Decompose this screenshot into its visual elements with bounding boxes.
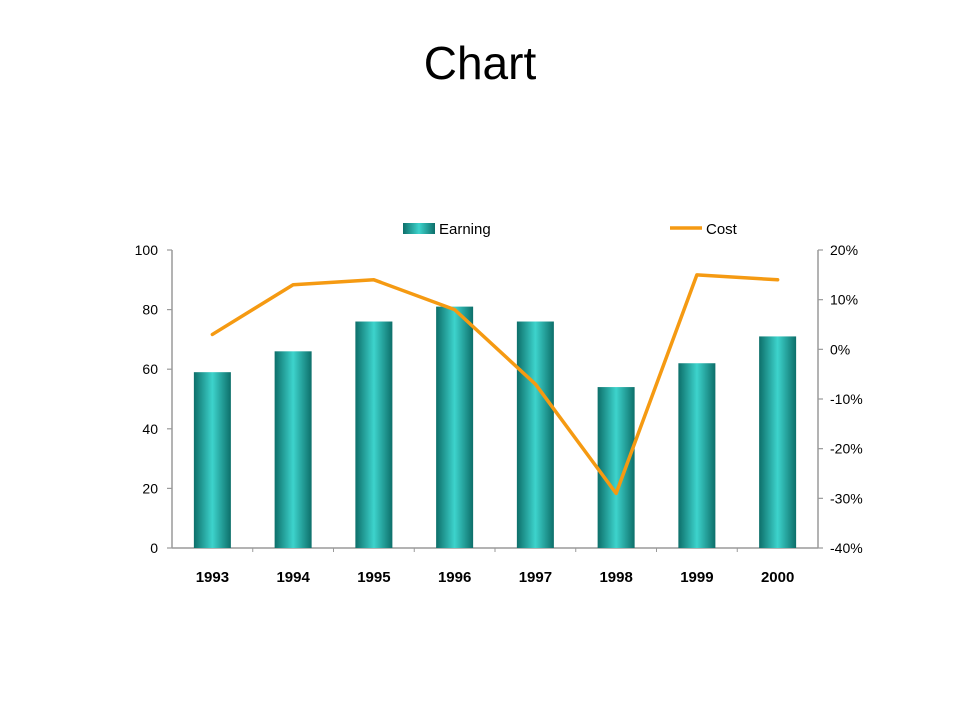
axes: 0 20 40 60 80 100 -40% -30% -20% -10% 0% 10% 20% 1993… xyxy=(135,242,863,586)
y-left-tick-label: 100 xyxy=(135,242,159,258)
x-tick-label: 1998 xyxy=(599,569,632,586)
bar-1993 xyxy=(193,372,231,548)
y-right-tick-label: -10% xyxy=(830,391,863,407)
bar-1996 xyxy=(436,306,474,548)
x-tick-label: 2000 xyxy=(761,569,794,586)
legend-label-cost: Cost xyxy=(706,221,738,238)
x-tick-label: 1997 xyxy=(519,569,552,586)
bar-1998 xyxy=(597,387,635,548)
legend-swatch-earning xyxy=(403,223,435,234)
bar-1995 xyxy=(355,321,393,548)
y-right-tick-label: -30% xyxy=(830,490,863,506)
bar-2000 xyxy=(759,336,797,548)
bar-1994 xyxy=(274,351,312,548)
y-right-tick-label: 0% xyxy=(830,341,850,357)
bar-1999 xyxy=(678,363,716,548)
x-tick-label: 1993 xyxy=(196,569,229,586)
bar-1997 xyxy=(516,321,554,548)
y-right-tick-label: -40% xyxy=(830,540,863,556)
x-tick-label: 1995 xyxy=(357,569,390,586)
x-tick-label: 1999 xyxy=(680,569,713,586)
line-series-cost xyxy=(210,273,780,496)
y-left-tick-label: 0 xyxy=(150,540,158,556)
y-right-tick-label: 10% xyxy=(830,292,858,308)
bar-series-earning xyxy=(193,306,797,548)
y-right-tick-label: 20% xyxy=(830,242,858,258)
slide-title: Chart xyxy=(423,37,537,89)
y-right-tick-label: -20% xyxy=(830,441,863,457)
x-tick-label: 1994 xyxy=(276,569,310,586)
y-left-tick-label: 60 xyxy=(142,361,158,377)
legend: Earning Cost xyxy=(403,221,738,238)
legend-label-earning: Earning xyxy=(439,221,491,238)
y-left-tick-label: 40 xyxy=(142,421,158,437)
y-left-tick-label: 80 xyxy=(142,302,158,318)
cost-line xyxy=(210,273,780,496)
x-tick-label: 1996 xyxy=(438,569,471,586)
y-left-tick-label: 20 xyxy=(142,480,158,496)
